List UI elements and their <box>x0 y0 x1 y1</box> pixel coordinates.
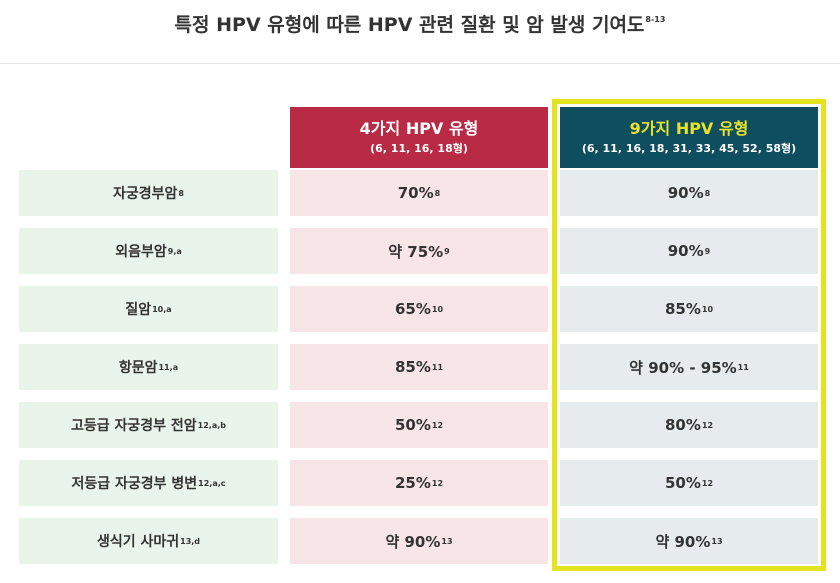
page-title: 특정 HPV 유형에 따른 HPV 관련 질환 및 암 발생 기여도8-13 <box>0 10 840 37</box>
value-4-types: 약 90% 13 <box>290 518 548 564</box>
value-9-types: 90% 9 <box>560 228 818 274</box>
value-9-types-ref: 13 <box>711 536 723 546</box>
value-4-types-ref: 10 <box>431 304 444 314</box>
row-label-ref: 12,a,b <box>197 420 226 430</box>
row-label: 외음부암 9,a <box>19 228 278 274</box>
value-4-types-text: 50% <box>394 416 431 434</box>
value-9-types: 85% 10 <box>560 286 818 332</box>
value-4-types-ref: 12 <box>431 420 444 430</box>
value-9-types-text: 50% <box>664 474 701 492</box>
value-9-types: 80% 12 <box>560 402 818 448</box>
row-label-text: 고등급 자궁경부 전암 <box>70 418 197 434</box>
row-label: 질암 10,a <box>19 286 278 332</box>
header-9-types-title: 9가지 HPV 유형 <box>629 118 749 138</box>
row-label: 저등급 자궁경부 병변 12,a,c <box>19 460 278 506</box>
row-label-ref: 8 <box>178 188 184 198</box>
value-9-types-text: 90% <box>667 184 704 202</box>
value-9-types-text: 85% <box>664 300 701 318</box>
row-label-ref: 11,a <box>158 362 179 372</box>
value-9-types-ref: 8 <box>704 188 711 198</box>
value-4-types: 65% 10 <box>290 286 548 332</box>
row-label: 고등급 자궁경부 전암 12,a,b <box>19 402 278 448</box>
value-9-types-ref: 12 <box>701 478 714 488</box>
value-4-types: 25% 12 <box>290 460 548 506</box>
row-label-text: 외음부암 <box>115 244 167 260</box>
value-9-types-ref: 11 <box>737 362 749 372</box>
value-4-types-text: 70% <box>397 184 434 202</box>
value-9-types-text: 80% <box>664 416 701 434</box>
value-4-types: 85% 11 <box>290 344 548 390</box>
value-4-types-text: 85% <box>394 358 431 376</box>
row-label: 항문암 11,a <box>19 344 278 390</box>
value-4-types-ref: 11 <box>431 362 444 372</box>
row-label: 생식기 사마귀 13,d <box>19 518 278 564</box>
row-label-ref: 9,a <box>167 246 182 256</box>
value-4-types-text: 65% <box>394 300 431 318</box>
value-9-types-ref: 12 <box>701 420 714 430</box>
value-9-types-text: 약 90% <box>655 532 711 551</box>
row-label-text: 저등급 자궁경부 병변 <box>71 476 198 492</box>
row-label-ref: 13,d <box>180 536 201 546</box>
value-9-types-text: 90% <box>667 242 704 260</box>
value-4-types: 70% 8 <box>290 170 548 216</box>
value-4-types-ref: 13 <box>441 536 453 546</box>
value-4-types-ref: 9 <box>444 246 450 256</box>
row-label-ref: 10,a <box>152 304 172 314</box>
header-9-types: 9가지 HPV 유형 (6, 11, 16, 18, 31, 33, 45, 5… <box>560 107 818 168</box>
row-label: 자궁경부암 8 <box>19 170 278 216</box>
row-label-text: 생식기 사마귀 <box>96 534 180 550</box>
value-9-types: 약 90% - 95% 11 <box>560 344 818 390</box>
value-9-types: 90% 8 <box>560 170 818 216</box>
value-9-types: 약 90% 13 <box>560 518 818 564</box>
value-4-types-text: 25% <box>394 474 431 492</box>
value-4-types-text: 약 90% <box>385 532 441 551</box>
title-divider <box>0 63 840 64</box>
value-4-types-text: 약 75% <box>388 242 444 261</box>
page-title-reference: 8-13 <box>645 15 666 24</box>
value-4-types: 50% 12 <box>290 402 548 448</box>
value-9-types-ref: 9 <box>704 246 711 256</box>
value-9-types-ref: 10 <box>701 304 714 314</box>
header-4-types-subtitle: (6, 11, 16, 18형) <box>370 141 468 155</box>
header-9-types-subtitle: (6, 11, 16, 18, 31, 33, 45, 52, 58형) <box>581 141 797 155</box>
header-4-types-title: 4가지 HPV 유형 <box>359 118 479 138</box>
row-label-text: 질암 <box>125 302 152 318</box>
value-4-types: 약 75% 9 <box>290 228 548 274</box>
value-9-types-text: 약 90% - 95% <box>629 358 737 377</box>
header-4-types: 4가지 HPV 유형 (6, 11, 16, 18형) <box>290 107 548 168</box>
value-4-types-ref: 12 <box>431 478 444 488</box>
row-label-text: 항문암 <box>118 360 158 376</box>
value-4-types-ref: 8 <box>434 188 441 198</box>
value-9-types: 50% 12 <box>560 460 818 506</box>
row-label-ref: 12,a,c <box>198 478 226 488</box>
row-label-text: 자궁경부암 <box>113 186 178 202</box>
page-title-text: 특정 HPV 유형에 따른 HPV 관련 질환 및 암 발생 기여도 <box>174 14 645 36</box>
